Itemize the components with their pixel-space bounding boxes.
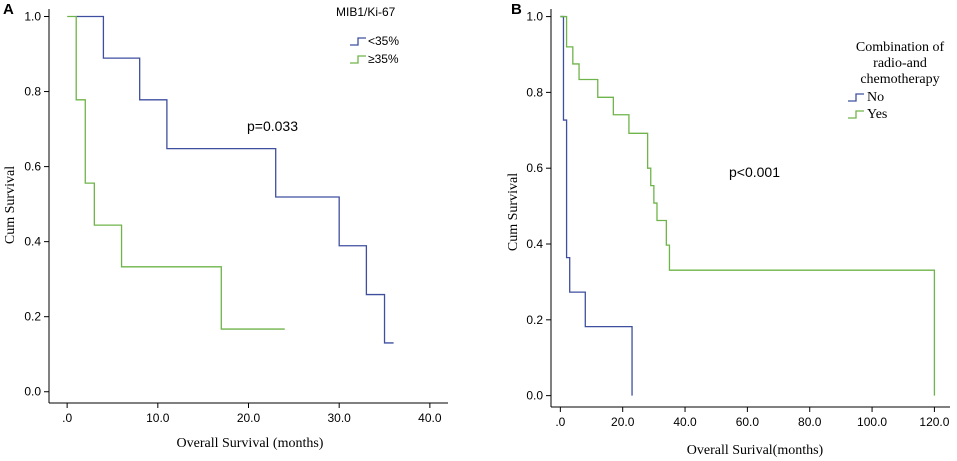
panel-a-y-tick-label: 0.0	[24, 385, 41, 399]
panel-a-legend: MIB1/Ki-67 <35% ≥35%	[336, 5, 399, 66]
panel-a-y-tick-label: 1.0	[24, 10, 41, 24]
panel-b-legend: Combination of radio-and chemotherapy No…	[848, 40, 944, 122]
legend-label-no: No	[867, 90, 884, 105]
panel-b-legend-title-2: radio-and	[873, 56, 927, 71]
panel-a-y-tick-label: 0.2	[24, 310, 41, 324]
panel-a: A 0.0 0.2 0.4 0.6 0.8 1.0 .0 10.0 20.0 30.0 40.0 O…	[3, 1, 448, 451]
panel-b-x-tick-label: 120.0	[919, 415, 949, 429]
panel-a-y-tick-label: 0.4	[24, 235, 41, 249]
panel-a-x-tick-label: .0	[62, 411, 72, 425]
panel-b-x-tick-label: 100.0	[857, 415, 887, 429]
panel-b-ylabel: Cum Survival	[506, 173, 521, 251]
legend-swatch-ge35	[350, 55, 366, 64]
panel-b-xlabel: Overall Surival(months)	[687, 443, 824, 458]
panel-a-x-tick-label: 40.0	[418, 411, 442, 425]
panel-b-y-tick-label: 1.0	[526, 10, 543, 24]
panel-b-y-tick-label: 0.4	[526, 237, 543, 251]
panel-b-curve-yes	[560, 15, 936, 396]
panel-b-y-tick-label: 0.2	[526, 313, 543, 327]
panel-a-x-tick-label: 20.0	[237, 411, 261, 425]
panel-b-legend-title-3: chemotherapy	[860, 72, 939, 87]
panel-b-x-tick-label: .0	[555, 415, 565, 429]
panel-a-curve-ge35	[67, 15, 285, 330]
panel-b-x-tick-label: 20.0	[611, 415, 635, 429]
panel-a-x-tick-label: 30.0	[328, 411, 352, 425]
panel-a-y-tick-label: 0.8	[24, 85, 41, 99]
panel-a-letter: A	[3, 1, 14, 18]
panel-b-axes: 0.0 0.2 0.4 0.6 0.8 1.0 .0 20.0 40.0 60.0 80.0 100.…	[526, 9, 950, 429]
panel-a-curves	[67, 15, 394, 344]
panel-b-curves	[560, 15, 936, 396]
panel-a-legend-title: MIB1/Ki-67	[336, 5, 396, 19]
panel-b-y-tick-label: 0.8	[526, 85, 543, 99]
panel-b-y-tick-label: 0.0	[526, 389, 543, 403]
panel-b-curve-no	[560, 15, 633, 396]
panel-a-axes: 0.0 0.2 0.4 0.6 0.8 1.0 .0 10.0 20.0 30.0 40.0	[24, 9, 448, 425]
panel-b-legend-title-1: Combination of	[856, 40, 945, 55]
panel-b-x-tick-label: 60.0	[736, 415, 760, 429]
legend-label-ge35: ≥35%	[368, 52, 399, 66]
panel-b-x-tick-label: 80.0	[798, 415, 822, 429]
panel-a-xlabel: Overall Survival (months)	[177, 436, 324, 451]
panel-b-pvalue: p<0.001	[729, 164, 780, 180]
panel-b: B 0.0 0.2 0.4 0.6 0.8 1.0 .0 20.0 40.0 60.0 80.0 10…	[506, 1, 950, 458]
panel-a-y-tick-label: 0.6	[24, 160, 41, 174]
legend-swatch-no	[848, 93, 864, 102]
legend-swatch-yes	[848, 110, 864, 119]
legend-label-yes: Yes	[867, 107, 887, 122]
panel-b-y-tick-label: 0.6	[526, 161, 543, 175]
panel-a-ylabel: Cum Survival	[3, 166, 18, 244]
panel-b-letter: B	[511, 1, 522, 18]
panel-a-x-tick-label: 10.0	[146, 411, 170, 425]
legend-swatch-lt35	[350, 37, 366, 46]
panel-a-curve-lt35	[76, 15, 394, 344]
panel-a-pvalue: p=0.033	[247, 118, 298, 134]
panel-b-x-tick-label: 40.0	[673, 415, 697, 429]
legend-label-lt35: <35%	[368, 34, 399, 48]
